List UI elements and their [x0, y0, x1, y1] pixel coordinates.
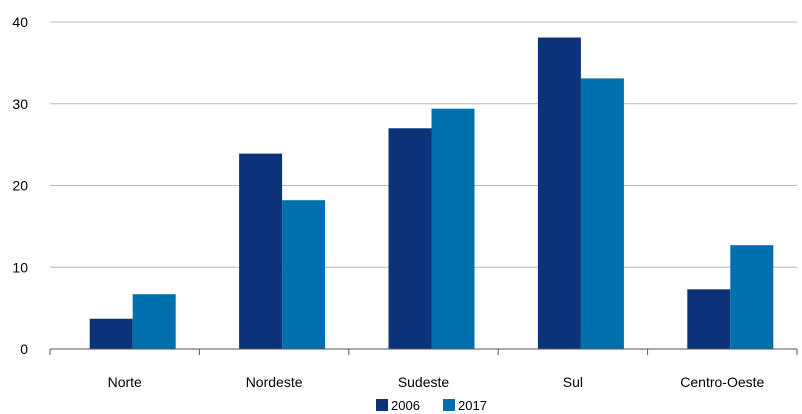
legend-swatch-2006	[376, 399, 388, 411]
y-tick-label: 40	[12, 14, 28, 30]
bar-sul-2006	[537, 37, 581, 349]
bar-nordeste-2017	[282, 200, 326, 349]
legend-label-2017: 2017	[458, 398, 487, 413]
bar-norte-2017	[132, 294, 176, 349]
x-category-label: Norte	[108, 374, 142, 390]
legend-swatch-2017	[443, 399, 455, 411]
x-category-label: Sul	[563, 374, 583, 390]
y-tick-label: 0	[20, 341, 28, 357]
x-axis-labels: Norte Nordeste Sudeste Sul Centro-Oeste	[108, 374, 765, 390]
bar-sudeste-2006	[388, 128, 432, 349]
y-tick-label: 10	[12, 259, 28, 275]
x-category-label: Nordeste	[246, 374, 303, 390]
bar-nordeste-2006	[239, 153, 283, 349]
bars	[89, 37, 774, 349]
legend-label-2006: 2006	[391, 398, 420, 413]
y-tick-label: 20	[12, 178, 28, 194]
x-category-label: Centro-Oeste	[680, 374, 764, 390]
x-category-label: Sudeste	[398, 374, 450, 390]
legend: 2006 2017	[376, 398, 487, 413]
bar-sul-2017	[580, 78, 624, 349]
bar-sudeste-2017	[431, 108, 475, 349]
y-tick-label: 30	[12, 96, 28, 112]
bar-norte-2006	[89, 318, 133, 349]
bar-centro-oeste-2017	[730, 245, 774, 349]
bar-centro-oeste-2006	[687, 289, 731, 349]
x-axis	[49, 348, 798, 355]
y-axis-ticks: 0 10 20 30 40	[12, 14, 28, 357]
